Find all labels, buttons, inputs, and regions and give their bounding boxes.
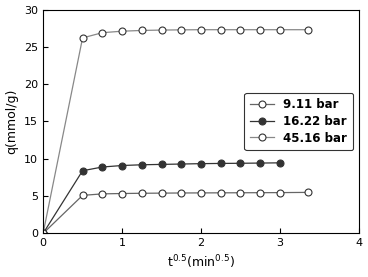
45.16 bar <box>238 28 243 31</box>
45.16 bar <box>159 29 164 32</box>
45.16 bar <box>41 232 45 235</box>
16.22 bar <box>219 162 223 165</box>
9.11 bar <box>41 232 45 235</box>
9.11 bar <box>199 191 203 194</box>
45.16 bar <box>139 29 144 32</box>
Line: 9.11 bar: 9.11 bar <box>40 189 311 237</box>
9.11 bar <box>238 191 243 194</box>
45.16 bar <box>80 36 85 40</box>
9.11 bar <box>100 192 105 196</box>
45.16 bar <box>179 28 184 32</box>
9.11 bar <box>159 191 164 195</box>
16.22 bar <box>278 161 282 165</box>
9.11 bar <box>219 191 223 194</box>
45.16 bar <box>100 31 105 34</box>
9.11 bar <box>179 191 184 195</box>
16.22 bar <box>159 163 164 166</box>
Y-axis label: q(mmol/g): q(mmol/g) <box>6 89 18 154</box>
9.11 bar <box>80 194 85 197</box>
16.22 bar <box>139 163 144 166</box>
16.22 bar <box>100 165 105 169</box>
45.16 bar <box>199 28 203 31</box>
9.11 bar <box>139 192 144 195</box>
16.22 bar <box>238 161 243 165</box>
9.11 bar <box>120 192 124 195</box>
16.22 bar <box>179 162 184 166</box>
9.11 bar <box>305 191 310 194</box>
45.16 bar <box>278 28 282 31</box>
16.22 bar <box>199 162 203 165</box>
16.22 bar <box>41 232 45 235</box>
16.22 bar <box>120 164 124 167</box>
9.11 bar <box>258 191 262 194</box>
45.16 bar <box>258 28 262 31</box>
Line: 16.22 bar: 16.22 bar <box>40 159 283 237</box>
45.16 bar <box>305 28 310 31</box>
Legend: 9.11 bar, 16.22 bar, 45.16 bar: 9.11 bar, 16.22 bar, 45.16 bar <box>244 93 353 150</box>
Line: 45.16 bar: 45.16 bar <box>40 26 311 237</box>
45.16 bar <box>120 30 124 33</box>
16.22 bar <box>258 161 262 165</box>
9.11 bar <box>278 191 282 194</box>
X-axis label: t$^{0.5}$(min$^{0.5}$): t$^{0.5}$(min$^{0.5}$) <box>167 254 235 271</box>
16.22 bar <box>80 169 85 172</box>
45.16 bar <box>219 28 223 31</box>
